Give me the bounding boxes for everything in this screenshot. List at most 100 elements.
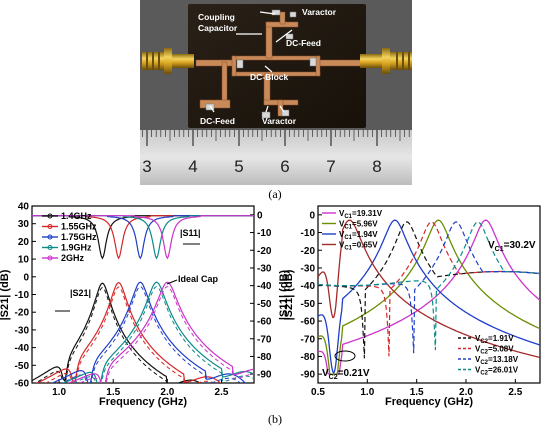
y-right-tick-label: -80: [257, 352, 272, 363]
chart-left-ylabel: |S21| (dB): [0, 269, 11, 320]
series-s21-ideal-1.4GHz: [34, 287, 168, 383]
legend-label: 1.55GHz: [61, 222, 97, 232]
label-dc-feed-bottom: DC-Feed: [200, 116, 235, 126]
series-vc2-=13.18V: [318, 221, 540, 354]
chart-right-yticks: 0 -10 -20 -30 -40 -50 -60 -70 -80 -90: [301, 210, 316, 380]
series-vc2-=5.08V: [318, 221, 540, 357]
y-tick-label: -60: [15, 379, 30, 390]
annotation-s11: |S11|: [180, 228, 201, 238]
ruler-number: 4: [188, 157, 197, 176]
series-s21-1.4GHz: [32, 282, 201, 383]
ruler-number: 6: [280, 157, 289, 176]
label-coupling-1: Coupling: [198, 12, 235, 22]
ruler-ticks: [142, 130, 410, 146]
chart-right-ylabel: |S21| (dB): [283, 269, 295, 320]
photo-panel: Varactor Coupling Capacitor DC-Feed DC-B…: [140, 0, 412, 185]
series-s21-ideal-1.75GHz: [61, 286, 242, 383]
legend-label: VC1=19.31V: [339, 209, 383, 220]
chart-left-frame: [31, 205, 255, 384]
ideal-cap-arrow: [166, 279, 178, 285]
legend-label: VC1=1.94V: [339, 230, 378, 241]
y-right-tick-label: 0: [257, 210, 263, 221]
x-tick-label: 0.5: [311, 387, 325, 398]
panel-b-label: (b): [268, 412, 282, 426]
x-tick-label: 1.0: [360, 387, 374, 398]
y-tick-label: -40: [15, 343, 30, 354]
y-tick-label: -90: [301, 370, 316, 381]
x-tick-label: 2.5: [215, 387, 229, 398]
series-s21-1.9GHz: [61, 281, 254, 383]
y-right-tick-label: -10: [257, 228, 272, 239]
y-right-tick-label: -50: [257, 299, 272, 310]
legend-label: 2GHz: [61, 253, 85, 263]
y-tick-label: -10: [15, 290, 30, 301]
y-tick-label: -20: [15, 308, 30, 319]
label-varactor-bottom: Varactor: [262, 116, 297, 126]
label-coupling-2: Capacitor: [198, 23, 238, 33]
y-tick-label: 20: [18, 237, 30, 248]
label-dc-feed-top: DC-Feed: [286, 38, 321, 48]
sma-connector-right: [360, 48, 412, 74]
y-tick-label: -50: [15, 361, 30, 372]
y-right-tick-label: -20: [257, 246, 272, 257]
y-tick-label: 30: [18, 219, 30, 230]
y-right-tick-label: -40: [257, 281, 272, 292]
y-tick-label: -60: [301, 317, 316, 328]
chart-left-yticks-right: 0 -10 -20 -30 -40 -50 -60 -70 -80 -90: [257, 210, 272, 380]
legend-marker: [47, 213, 53, 219]
legend-label: VC2=26.01V: [475, 366, 519, 377]
y-tick-label: 40: [18, 202, 30, 213]
y-tick-label: -30: [15, 325, 30, 336]
ruler-numbers: 3 4 5 6 7 8: [142, 157, 381, 176]
label-dc-block: DC-Block: [250, 72, 289, 82]
chart-right: 0 -10 -20 -30 -40 -50 -60 -70 -80 -90 0.5 1.0 1.5 2.…: [283, 205, 541, 408]
annotation-vc1-fixed: VC1=30.2V: [488, 240, 536, 253]
legend-marker: [47, 224, 53, 229]
y-tick-label: 0: [23, 272, 29, 283]
microstrip-traces: [195, 11, 367, 117]
legend-label: 1.75GHz: [61, 232, 97, 242]
chart-left-ticks: [32, 205, 254, 384]
x-tick-label: 1.5: [106, 387, 120, 398]
series-s21-ideal-2GHz: [78, 286, 254, 383]
annotation-s21: |S21|: [70, 288, 91, 298]
pcb-board: [188, 4, 366, 128]
ruler-number: 8: [372, 157, 381, 176]
series-vc2-=26.01V: [318, 221, 540, 351]
ruler-number: 3: [142, 157, 151, 176]
x-tick-label: 1.0: [52, 387, 66, 398]
y-right-tick-label: -30: [257, 263, 272, 274]
series-s11-2GHz: [32, 215, 254, 260]
chart-left-xlabel: Frequency (GHz): [99, 396, 187, 408]
series-vc1-=0.65V: [318, 219, 540, 359]
x-tick-label: 2.0: [459, 387, 473, 398]
y-tick-label: 10: [18, 255, 30, 266]
ruler: [140, 130, 412, 185]
y-tick-label: -40: [301, 281, 316, 292]
legend-marker: [47, 245, 53, 250]
legend-label: VC2=5.08V: [475, 345, 514, 356]
legend-label: 1.4GHz: [61, 211, 92, 221]
panel-a-label: (a): [268, 187, 281, 201]
series-vc1-=1.94V: [318, 219, 540, 375]
label-varactor-top: Varactor: [302, 7, 337, 17]
chart-left-ylabel-right: |S11| (dB): [278, 270, 290, 321]
series-s21-2GHz: [67, 281, 254, 383]
legend-label: 1.9GHz: [61, 243, 92, 253]
y-tick-label: -70: [301, 334, 316, 345]
legend-label: VC2=13.18V: [475, 355, 519, 366]
ruler-number: 5: [234, 157, 243, 176]
chart-left-series: [32, 215, 254, 383]
chart-right-series: [318, 219, 540, 375]
annotation-ideal-cap: Ideal Cap: [178, 274, 219, 284]
annotation-vc2-fixed: VC2=0.21V: [322, 368, 370, 381]
series-s21-1.75GHz: [51, 281, 246, 383]
x-tick-label: 2.0: [160, 387, 174, 398]
annotation-arrows: [209, 11, 293, 113]
ruler-number: 7: [326, 157, 335, 176]
chart-right-xlabel: Frequency (GHz): [385, 396, 473, 408]
